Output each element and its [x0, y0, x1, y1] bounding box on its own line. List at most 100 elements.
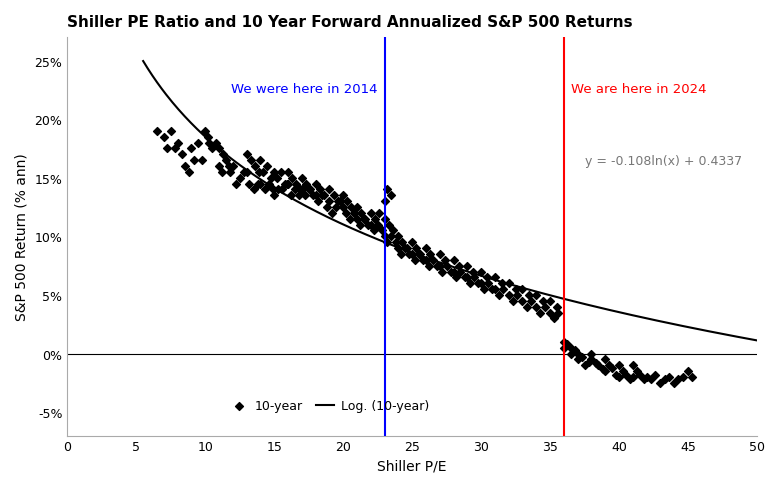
10-year [590, 359, 602, 367]
10-year [290, 181, 303, 188]
Line: Log. (10-year): Log. (10-year) [144, 62, 757, 341]
10-year [403, 250, 416, 258]
10-year [267, 186, 279, 194]
10-year [332, 198, 344, 205]
10-year [617, 367, 629, 375]
10-year [558, 344, 570, 352]
10-year [672, 376, 685, 384]
10-year [351, 203, 363, 211]
10-year [649, 371, 661, 379]
10-year [603, 362, 615, 369]
10-year [414, 250, 427, 258]
10-year [224, 169, 236, 177]
Log. (10-year) [582, 302, 591, 308]
10-year [576, 353, 588, 361]
10-year [633, 371, 646, 379]
10-year [552, 309, 565, 317]
10-year [298, 192, 310, 200]
10-year [303, 186, 315, 194]
10-year [477, 285, 490, 293]
10-year [321, 203, 333, 211]
10-year [344, 215, 356, 223]
10-year [304, 186, 317, 194]
10-year [179, 163, 191, 171]
10-year [453, 262, 466, 270]
10-year [346, 203, 358, 211]
10-year [530, 303, 543, 311]
10-year [468, 274, 480, 282]
10-year [378, 233, 391, 241]
10-year [427, 256, 439, 264]
10-year [381, 239, 394, 246]
10-year [466, 268, 479, 276]
10-year [530, 291, 543, 299]
10-year [565, 350, 577, 358]
10-year [599, 367, 612, 375]
10-year [497, 285, 509, 293]
10-year [400, 244, 413, 252]
10-year [185, 145, 197, 153]
10-year [334, 198, 346, 205]
10-year [516, 297, 529, 305]
10-year [268, 192, 281, 200]
10-year [296, 186, 308, 194]
10-year [572, 356, 584, 364]
10-year [375, 227, 388, 235]
10-year [381, 186, 394, 194]
10-year [206, 145, 218, 153]
10-year [417, 256, 430, 264]
10-year [423, 262, 435, 270]
Log. (10-year) [339, 222, 348, 228]
10-year [565, 344, 577, 352]
10-year [359, 215, 371, 223]
10-year [410, 244, 423, 252]
10-year [662, 373, 675, 381]
10-year [202, 134, 215, 142]
10-year [431, 262, 443, 270]
10-year [258, 186, 271, 194]
10-year [459, 274, 471, 282]
10-year [203, 140, 215, 147]
10-year [165, 128, 177, 136]
10-year [399, 244, 412, 252]
10-year [511, 291, 523, 299]
10-year [631, 367, 644, 375]
10-year [262, 181, 275, 188]
10-year [534, 309, 547, 317]
10-year [413, 250, 425, 258]
10-year [357, 215, 370, 223]
10-year [323, 186, 335, 194]
Log. (10-year) [585, 303, 594, 308]
10-year [516, 285, 529, 293]
10-year [261, 163, 274, 171]
10-year [395, 250, 407, 258]
10-year [310, 192, 322, 200]
10-year [493, 291, 505, 299]
Text: We are here in 2024: We are here in 2024 [571, 82, 706, 96]
10-year [253, 169, 265, 177]
10-year [330, 203, 342, 211]
10-year [420, 244, 432, 252]
10-year [326, 209, 339, 217]
10-year [340, 209, 353, 217]
10-year [537, 297, 549, 305]
10-year [572, 350, 584, 358]
10-year [238, 169, 250, 177]
10-year [382, 221, 395, 229]
Log. (10-year) [753, 338, 762, 344]
10-year [644, 376, 657, 384]
10-year [240, 169, 253, 177]
10-year [447, 256, 459, 264]
Text: We were here in 2014: We were here in 2014 [231, 82, 378, 96]
10-year [192, 140, 204, 147]
10-year [213, 163, 225, 171]
10-year [585, 356, 597, 364]
10-year [585, 350, 597, 358]
Log. (10-year) [381, 241, 391, 246]
10-year [183, 169, 195, 177]
10-year [328, 192, 340, 200]
10-year [637, 376, 650, 384]
10-year [626, 373, 639, 381]
10-year [464, 280, 477, 287]
10-year [233, 175, 246, 183]
